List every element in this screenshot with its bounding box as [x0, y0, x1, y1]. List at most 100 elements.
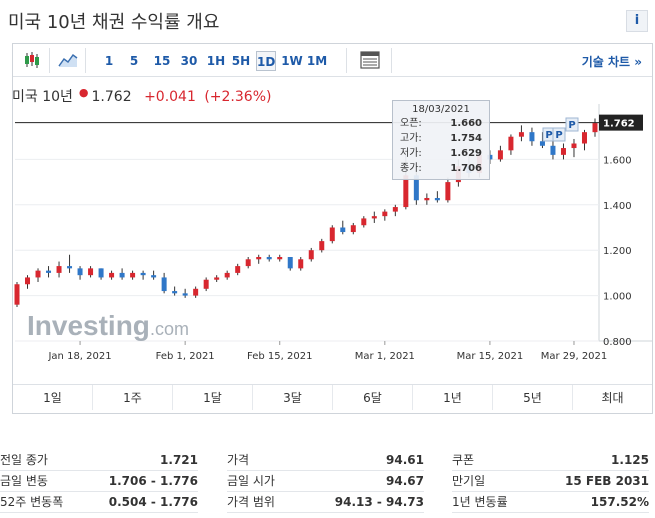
candle-body — [98, 268, 104, 278]
candle-body — [25, 277, 31, 285]
y-tick-label: 1.200 — [603, 246, 632, 257]
timeframe-5h[interactable]: 5H — [231, 54, 251, 68]
range-button[interactable]: 1일 — [13, 385, 93, 410]
x-tick-label: Mar 15, 2021 — [457, 351, 524, 362]
candle-body — [550, 145, 556, 155]
candle-body — [46, 270, 52, 273]
candle-body — [571, 143, 577, 149]
last-price-tag: 1.762 — [603, 119, 635, 130]
candle-body — [403, 175, 409, 208]
tech-chart-link[interactable]: 기술 차트 » — [581, 55, 642, 69]
candle-body — [77, 268, 83, 276]
symbol-name: 미국 10년 — [12, 89, 73, 105]
stat-value: 94.67 — [386, 474, 424, 488]
candle-body — [172, 291, 178, 294]
candle-body — [581, 132, 587, 144]
stat-label: 금일 시가 — [227, 474, 275, 488]
investing-watermark-logo: Investing — [27, 310, 150, 341]
y-tick-label: 0.800 — [603, 337, 632, 348]
info-icon[interactable]: i — [626, 10, 648, 32]
range-selector: 1일 1주 1달 3달 6달 1년 5년 최대 — [13, 384, 652, 410]
table-icon[interactable] — [359, 50, 381, 70]
candle-body — [56, 266, 62, 273]
stat-value: 1.706 - 1.776 — [108, 474, 198, 488]
candle-body — [151, 275, 157, 278]
tooltip-date: 18/03/2021 — [412, 104, 470, 115]
stat-label: 금일 변동 — [0, 474, 48, 488]
timeframe-1d[interactable]: 1D — [256, 51, 276, 71]
range-button[interactable]: 3달 — [253, 385, 333, 410]
stat-label: 쿠폰 — [452, 453, 475, 467]
price-chart[interactable]: 0.800 1.000 1.200 1.400 1.600 Jan 18, 2021 Feb… — [13, 44, 654, 384]
range-button[interactable]: 1주 — [93, 385, 173, 410]
candle-body — [371, 216, 377, 219]
last-price: 1.762 — [91, 89, 132, 105]
x-tick-label: Feb 15, 2021 — [247, 351, 312, 362]
timeframe-1h[interactable]: 1H — [206, 54, 226, 68]
timeframe-1w[interactable]: 1W — [281, 54, 303, 68]
candle-body — [245, 259, 251, 267]
stat-value: 94.13 - 94.73 — [334, 495, 424, 509]
x-tick-label: Mar 1, 2021 — [355, 351, 415, 362]
candle-body — [529, 132, 535, 142]
stat-label: 52주 변동폭 — [0, 495, 64, 509]
tooltip-label: 종가: — [400, 163, 422, 174]
candle-body — [319, 241, 325, 251]
page-title: 미국 10년 채권 수익률 개요 — [8, 12, 220, 33]
candle-body — [35, 270, 41, 278]
stat-value: 15 FEB 2031 — [565, 474, 649, 488]
stat-row: 52주 변동폭 0.504 - 1.776 — [0, 492, 198, 513]
tooltip-label: 고가: — [400, 133, 422, 144]
candle-body — [539, 141, 545, 146]
stat-label: 만기일 — [452, 474, 486, 488]
candle-body — [424, 197, 430, 201]
tooltip-value: 1.754 — [450, 133, 482, 144]
stat-value: 0.504 - 1.776 — [108, 495, 198, 509]
stat-value: 94.61 — [386, 453, 424, 467]
price-change-pct: (+2.36%) — [204, 89, 272, 105]
candle-body — [518, 132, 524, 137]
candle-body — [508, 136, 514, 151]
stat-label: 가격 — [227, 453, 250, 467]
candlestick-icon[interactable] — [21, 50, 43, 70]
candle-body — [224, 272, 230, 278]
candle-body — [67, 266, 73, 269]
timeframe-1m[interactable]: 1M — [306, 54, 328, 68]
candle-body — [298, 259, 304, 269]
stat-row: 금일 시가 94.67 — [227, 471, 424, 492]
candle-body — [193, 288, 199, 296]
range-button[interactable]: 6달 — [333, 385, 413, 410]
timeframe-5[interactable]: 5 — [129, 54, 139, 68]
stat-row: 1년 변동률 157.52% — [452, 492, 649, 513]
candle-body — [413, 175, 419, 201]
symbol-quote: 미국 10년 ● 1.762 +0.041 (+2.36%) — [12, 86, 271, 106]
candle-body — [392, 207, 398, 212]
y-tick-label: 1.400 — [603, 201, 632, 212]
event-marker: P — [555, 130, 562, 141]
timeframe-30[interactable]: 30 — [180, 54, 198, 68]
last-price-tag-bg — [599, 114, 643, 131]
tooltip-row: 저가: 1.629 — [393, 146, 489, 161]
stat-row: 만기일 15 FEB 2031 — [452, 471, 649, 492]
price-change: +0.041 — [144, 89, 196, 105]
chart-toolbar: 1 5 15 30 1H 5H 1D 1W 1M 기술 차트 » — [13, 44, 652, 77]
stat-row: 전일 종가 1.721 — [0, 450, 198, 471]
area-chart-icon[interactable] — [57, 50, 79, 70]
timeframe-15[interactable]: 15 — [153, 54, 171, 68]
ohlc-tooltip: 18/03/2021 오픈: 1.660 고가: 1.754 저가: 1.629 종가: 1.… — [392, 100, 490, 180]
event-marker-box — [552, 127, 566, 142]
y-tick-label: 1.600 — [603, 155, 632, 166]
range-button[interactable]: 5년 — [493, 385, 573, 410]
range-button[interactable]: 최대 — [601, 391, 624, 405]
tooltip-row: 오픈: 1.660 — [393, 116, 489, 131]
timeframe-1[interactable]: 1 — [104, 54, 114, 68]
stat-row: 가격 94.61 — [227, 450, 424, 471]
tooltip-label: 저가: — [400, 148, 422, 159]
range-button[interactable]: 1년 — [413, 385, 493, 410]
candle-body — [350, 225, 356, 233]
range-button[interactable]: 1달 — [173, 385, 253, 410]
tooltip-value: 1.629 — [450, 148, 482, 159]
tooltip-row: 종가: 1.706 — [393, 161, 489, 176]
tooltip-value: 1.660 — [450, 118, 482, 129]
candle-body — [592, 123, 598, 133]
